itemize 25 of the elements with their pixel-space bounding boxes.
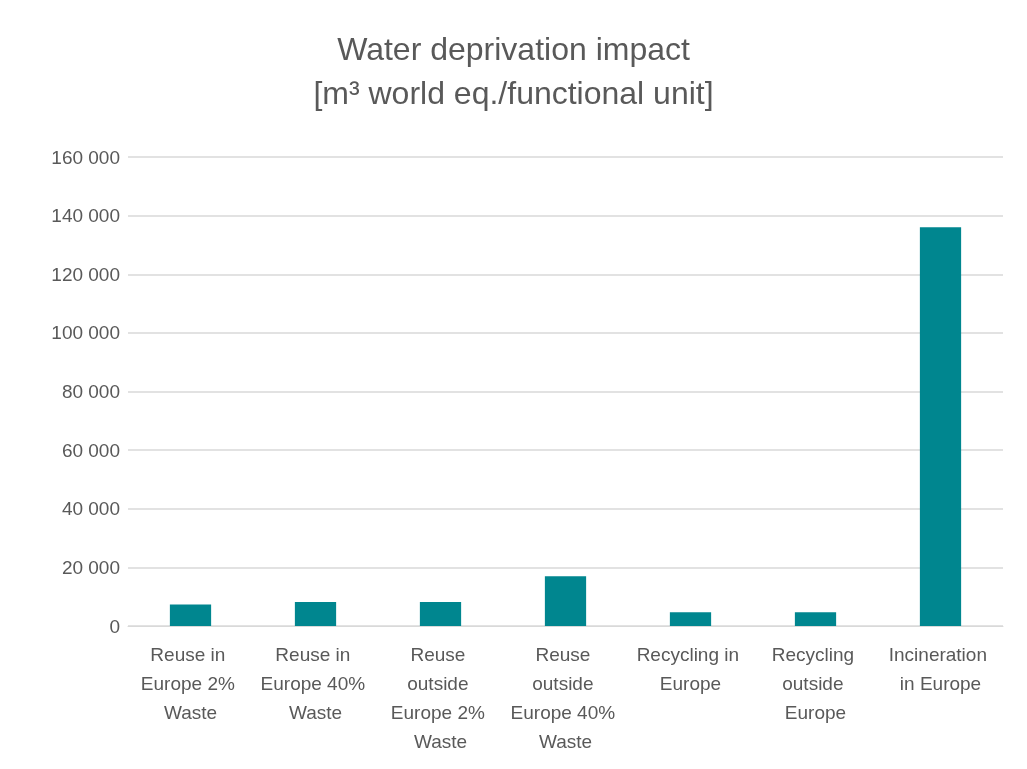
x-tick-label: Recycling in Europe	[636, 644, 745, 694]
bar	[919, 227, 962, 626]
x-tick-label: Recycling outside Europe	[771, 644, 860, 723]
x-tick-label: Reuse outside Europe 40% Waste	[510, 644, 621, 752]
chart-subtitle: [m³ world eq./functional unit]	[313, 75, 714, 111]
bar	[294, 601, 337, 626]
bar	[544, 576, 587, 626]
y-tick-label: 0	[109, 615, 120, 637]
x-tick-label: Reuse in Europe 40% Waste	[260, 644, 371, 723]
y-tick-label: 140 000	[51, 205, 120, 227]
y-tick-label: 80 000	[61, 381, 120, 402]
y-tick-label: 100 000	[51, 322, 120, 344]
bar	[419, 601, 462, 626]
y-tick-label: 120 000	[51, 263, 120, 285]
bar	[669, 612, 712, 626]
bar	[169, 604, 212, 626]
y-tick-label: 40 000	[61, 498, 120, 520]
y-tick-label: 20 000	[61, 556, 120, 578]
x-tick-label: Reuse in Europe 2% Waste	[140, 644, 241, 723]
y-tick-label: 60 000	[61, 439, 120, 461]
x-tick-label: Incineration in Europe	[888, 644, 993, 694]
x-tick-label: Reuse outside Europe 2% Waste	[390, 644, 491, 752]
y-tick-label: 160 000	[51, 146, 120, 168]
chart-title: Water deprivation impact	[337, 31, 690, 67]
bar	[794, 612, 837, 626]
